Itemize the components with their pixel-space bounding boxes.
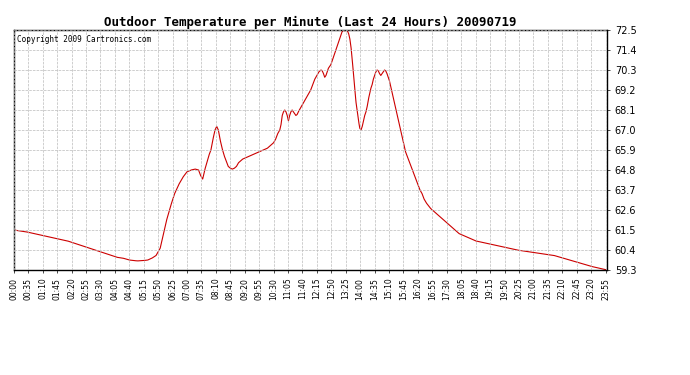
Title: Outdoor Temperature per Minute (Last 24 Hours) 20090719: Outdoor Temperature per Minute (Last 24 … [104, 16, 517, 29]
Text: Copyright 2009 Cartronics.com: Copyright 2009 Cartronics.com [17, 35, 151, 44]
